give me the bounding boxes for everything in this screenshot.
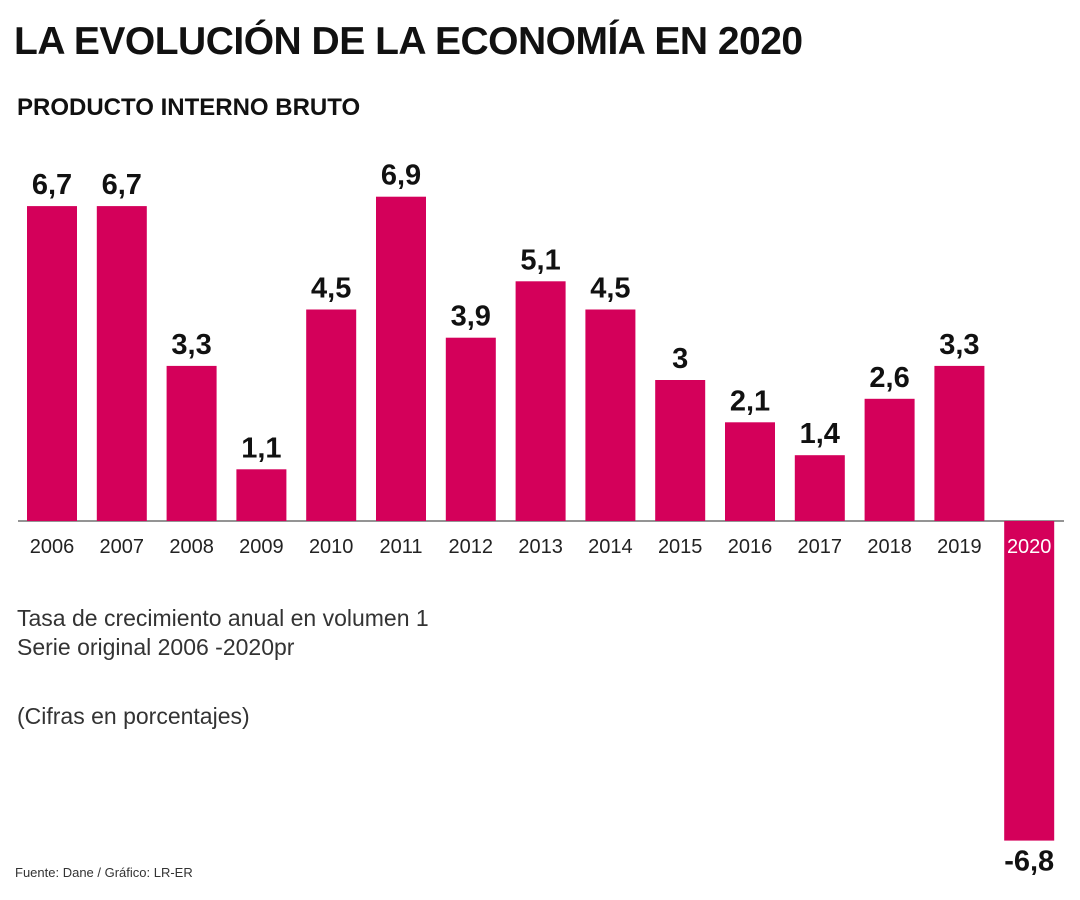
- value-label-2008: 3,3: [171, 329, 211, 361]
- x-tick-label-2015: 2015: [658, 536, 703, 558]
- bar-2011: [376, 196, 426, 521]
- x-tick-label-2017: 2017: [798, 536, 843, 558]
- bar-2015: [655, 380, 706, 521]
- bar-2008: [166, 365, 217, 521]
- bar-2013: [515, 281, 566, 521]
- value-label-2018: 2,6: [869, 362, 909, 394]
- value-label-2020: -6,8: [1004, 846, 1054, 878]
- note-series: Serie original 2006 -2020pr: [17, 634, 295, 660]
- bar-2010: [306, 309, 357, 521]
- x-tick-label-2008: 2008: [169, 536, 214, 558]
- bar-2017: [794, 455, 845, 521]
- value-label-2011: 6,9: [381, 160, 421, 192]
- x-tick-label-2010: 2010: [309, 536, 354, 558]
- x-tick-label-2018: 2018: [867, 536, 912, 558]
- value-label-2009: 1,1: [241, 432, 281, 464]
- value-label-2016: 2,1: [730, 385, 770, 417]
- bar-2016: [725, 422, 775, 521]
- bar-2006: [27, 206, 77, 521]
- x-tick-label-2009: 2009: [239, 536, 284, 558]
- value-label-2007: 6,7: [102, 169, 142, 201]
- x-tick-label-2006: 2006: [30, 536, 75, 558]
- value-label-2014: 4,5: [590, 273, 630, 305]
- value-label-2017: 1,4: [800, 418, 840, 450]
- bar-2009: [236, 469, 287, 521]
- bar-2018: [864, 398, 915, 521]
- x-tick-label-2014: 2014: [588, 536, 633, 558]
- bar-2014: [585, 309, 636, 521]
- value-label-2012: 3,9: [451, 301, 491, 333]
- value-label-2019: 3,3: [939, 329, 979, 361]
- bar-2012: [445, 337, 496, 521]
- value-label-2013: 5,1: [520, 244, 560, 276]
- bar-2007: [96, 206, 147, 521]
- x-tick-label-2011: 2011: [379, 536, 422, 558]
- x-tick-label-2012: 2012: [449, 536, 494, 558]
- chart-subtitle: PRODUCTO INTERNO BRUTO: [17, 94, 361, 121]
- x-tick-label-2020: 2020: [1007, 536, 1052, 558]
- value-label-2015: 3: [672, 343, 688, 375]
- x-tick-label-2016: 2016: [728, 536, 773, 558]
- value-label-2006: 6,7: [32, 169, 72, 201]
- x-tick-label-2013: 2013: [518, 536, 563, 558]
- source-credit: Fuente: Dane / Gráfico: LR-ER: [15, 865, 193, 880]
- chart-title: LA EVOLUCIÓN DE LA ECONOMÍA EN 2020: [14, 20, 803, 63]
- x-tick-label-2007: 2007: [100, 536, 145, 558]
- bar-2019: [934, 365, 985, 521]
- value-label-2010: 4,5: [311, 273, 351, 305]
- bar-2020: [1004, 521, 1055, 841]
- x-tick-label-2019: 2019: [937, 536, 982, 558]
- note-units: (Cifras en porcentajes): [17, 703, 250, 729]
- note-growth-rate: Tasa de crecimiento anual en volumen 1: [17, 605, 429, 631]
